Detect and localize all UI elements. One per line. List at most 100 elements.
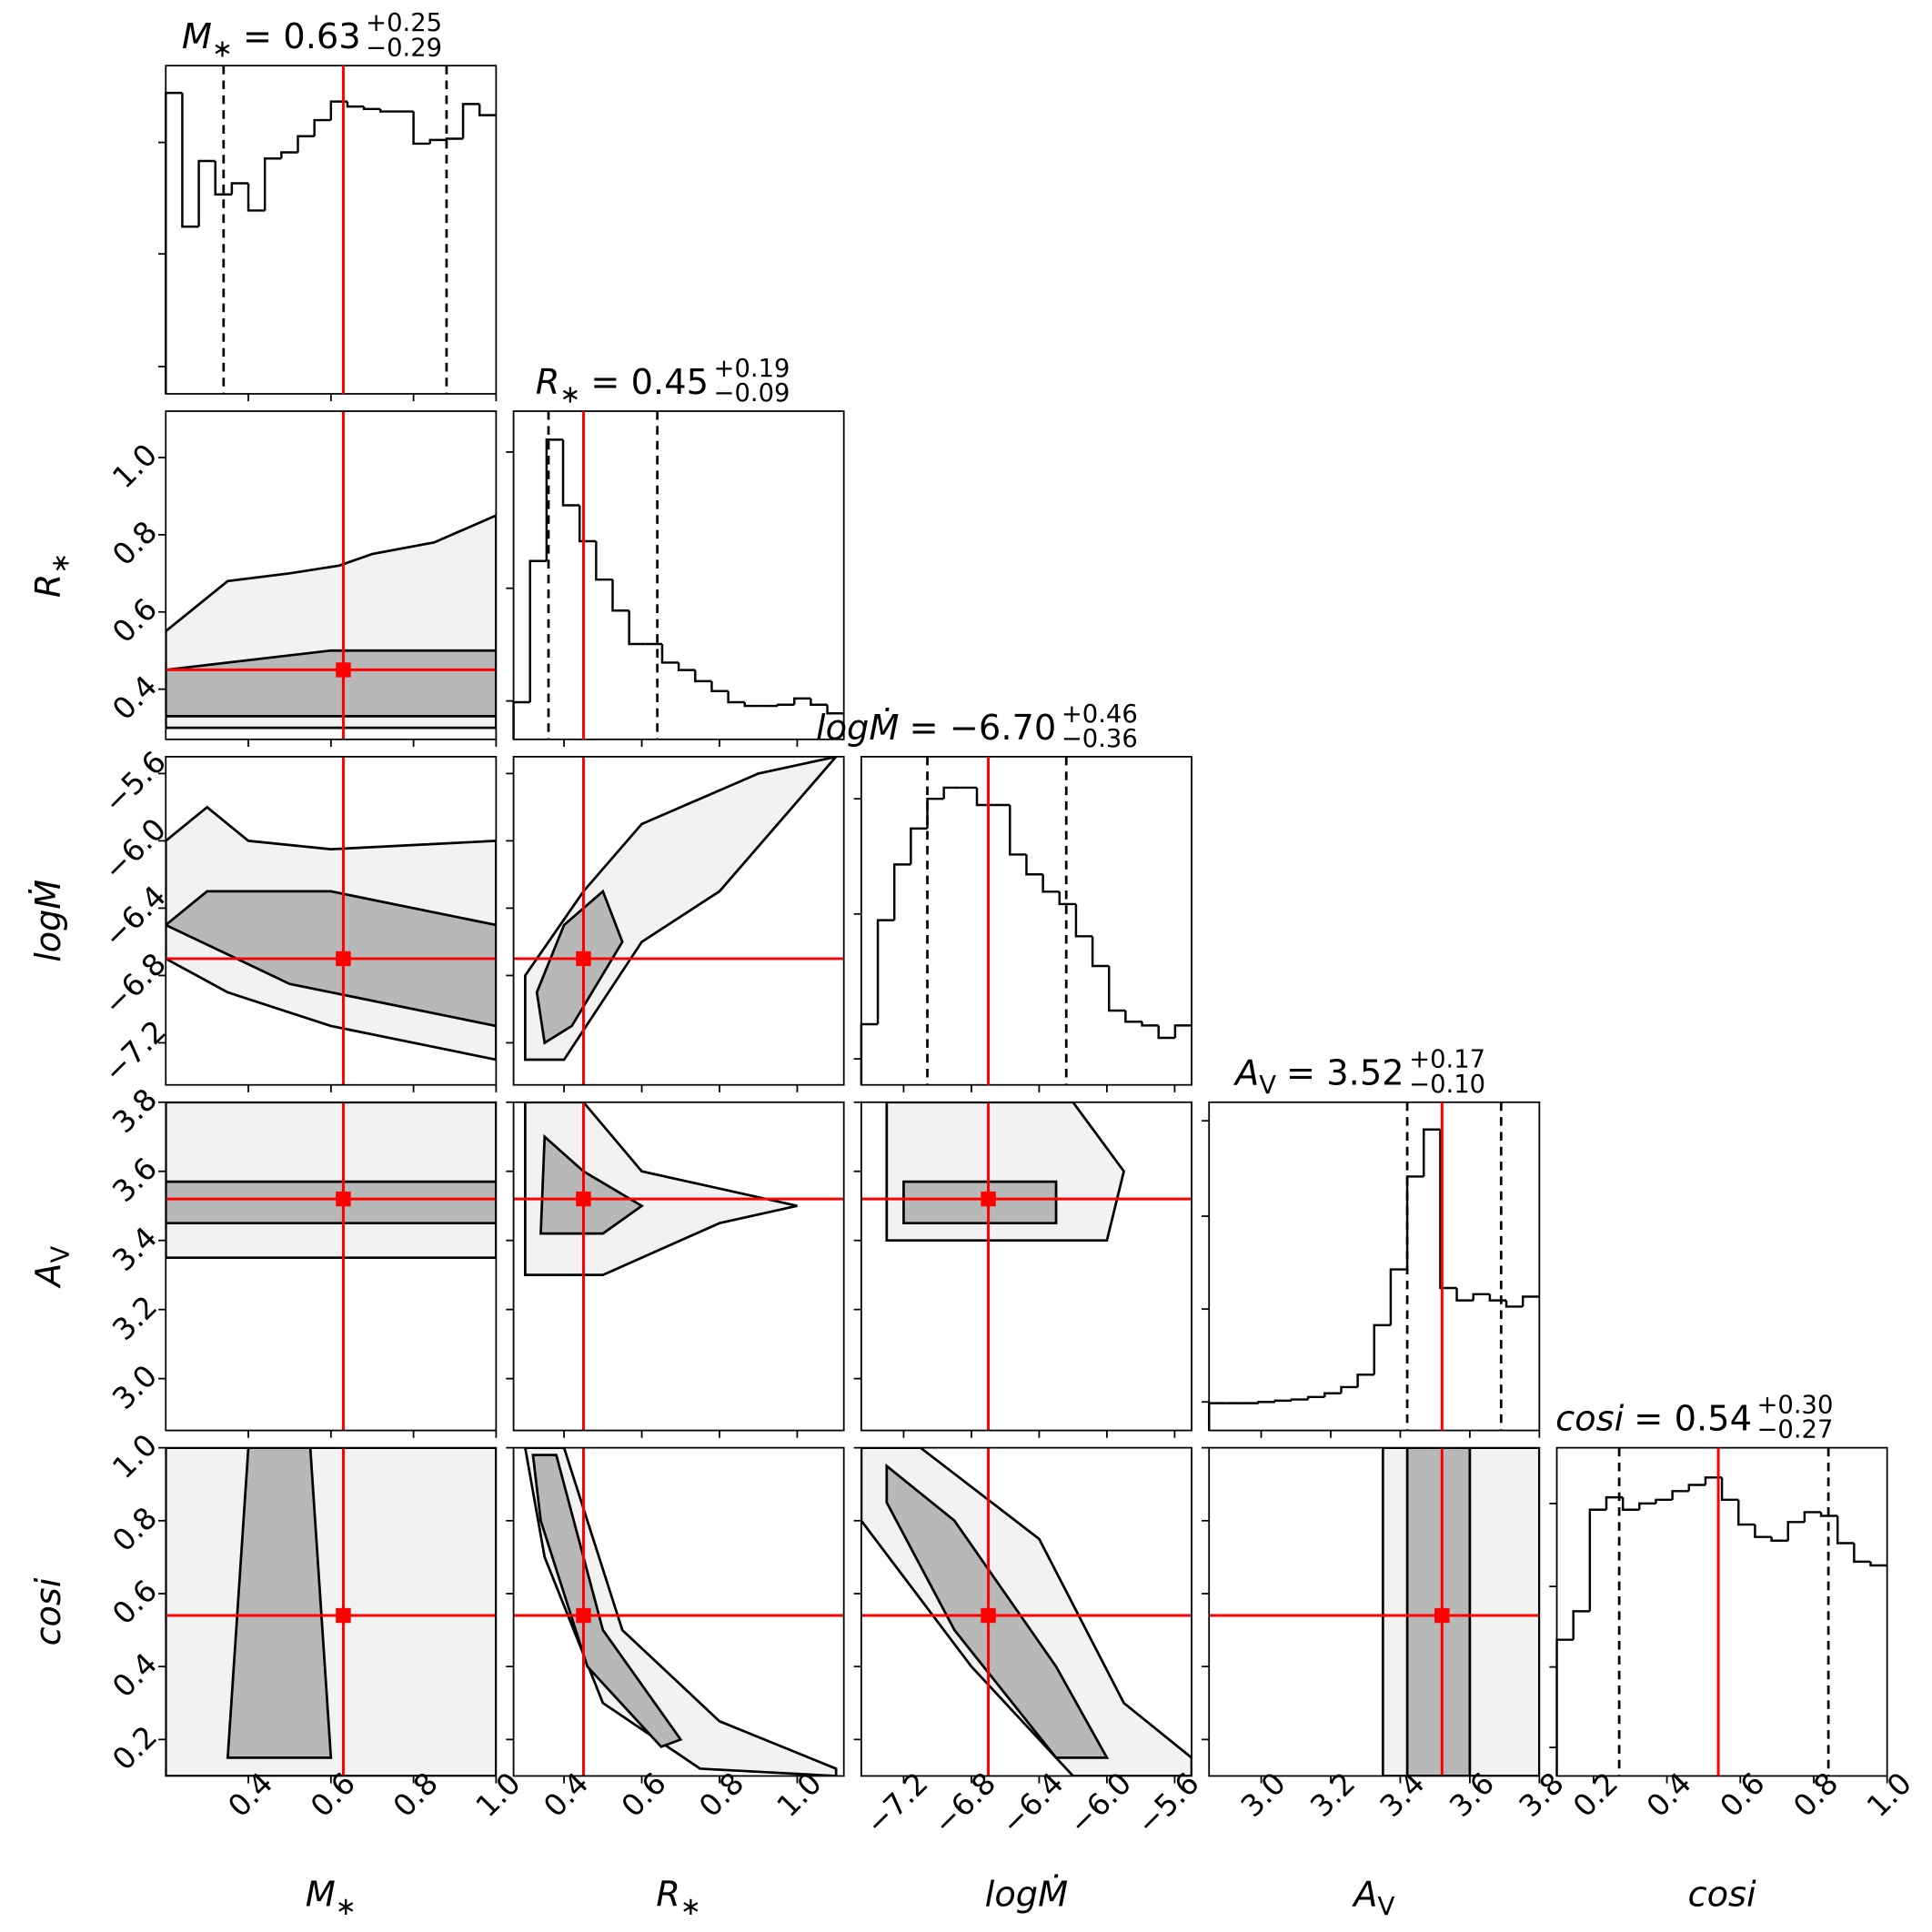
- y-axis-label: R∗: [29, 553, 75, 598]
- panel-frame: [860, 1446, 1192, 1777]
- hist-step: [512, 700, 530, 740]
- hist-step: [1803, 1511, 1822, 1523]
- hist-step: [1671, 1490, 1689, 1500]
- y-tick-label: −7.2: [97, 1014, 173, 1090]
- panel-content: [166, 411, 497, 740]
- contour: [885, 1463, 1110, 1759]
- hist-step: [1340, 1385, 1358, 1394]
- x-axis-label-sub: V: [1377, 1892, 1394, 1921]
- contour: [524, 756, 838, 1062]
- hist-step: [1605, 1495, 1624, 1510]
- hist-step: [230, 182, 249, 195]
- hist-step: [1273, 1399, 1292, 1403]
- hist-step: [1588, 1508, 1607, 1612]
- hist-step: [263, 157, 282, 211]
- hist-step: [1290, 1398, 1309, 1401]
- x-tick-label: 0.2: [1566, 1766, 1625, 1824]
- x-tick-label: 0.8: [1786, 1766, 1845, 1824]
- panel-frame: [1208, 1446, 1541, 1777]
- y-tick-label: 0.8: [106, 1501, 164, 1559]
- y-axis-label-text: R: [29, 574, 69, 598]
- y-tick-label: −6.0: [97, 812, 173, 888]
- title-symbol: A: [1233, 1054, 1259, 1094]
- y-tick-label: 3.8: [106, 1082, 164, 1141]
- hist-step: [561, 439, 580, 507]
- y-tick-label: 0.4: [106, 1646, 164, 1705]
- x-axis-label: AV: [1351, 1876, 1394, 1921]
- hist-step: [545, 438, 564, 561]
- hist-step: [710, 680, 729, 692]
- hist-step: [1555, 1638, 1574, 1776]
- title-minus: −0.10: [1409, 1071, 1485, 1099]
- hist-step: [1638, 1502, 1656, 1510]
- x-tick-label: −7.2: [859, 1766, 934, 1841]
- contour: [166, 649, 497, 718]
- hist-step: [528, 559, 547, 702]
- panel-title: M∗ = 0.63: [182, 17, 361, 63]
- panel-title: cosi = 0.54: [1555, 1400, 1752, 1440]
- hist-step: [1025, 854, 1043, 876]
- hist-step: [793, 697, 811, 705]
- hist-step: [1687, 1484, 1706, 1492]
- truth-point: [336, 1607, 351, 1624]
- contour: [166, 1102, 497, 1260]
- x-axis-label-sub: ∗: [336, 1892, 357, 1921]
- title-symbol: cosi: [1555, 1400, 1625, 1440]
- title-value: = 0.45: [590, 363, 709, 403]
- panel-content: [860, 1447, 1192, 1776]
- title-plus: +0.25: [366, 9, 442, 37]
- title-symbol: R: [536, 363, 560, 403]
- hist-step: [892, 863, 911, 921]
- y-tick-label: −6.8: [97, 947, 173, 1022]
- y-tick-label: 0.6: [106, 1574, 164, 1632]
- hist-step: [677, 662, 696, 671]
- hist-step: [1423, 1128, 1441, 1177]
- truth-point: [576, 1607, 591, 1624]
- hist-step: [743, 701, 761, 708]
- hist-step: [1041, 874, 1060, 893]
- contour: [535, 889, 624, 1045]
- contour: [226, 1447, 333, 1759]
- hist-step: [611, 579, 629, 612]
- x-tick-label: −6.4: [994, 1766, 1070, 1841]
- hist-step: [1058, 891, 1076, 906]
- title-value: = −6.70: [909, 709, 1056, 749]
- hist-step: [1655, 1498, 1673, 1504]
- hist-step: [1323, 1392, 1342, 1397]
- panel-title: R∗ = 0.45: [536, 363, 709, 408]
- title-value: = 0.54: [1634, 1400, 1752, 1440]
- x-axis-label-text: cosi: [1687, 1876, 1756, 1916]
- panel-frame: [512, 1101, 845, 1432]
- hist-step: [247, 183, 266, 212]
- hist-step: [1157, 1025, 1175, 1040]
- title-symbol-sub: ∗: [559, 381, 580, 409]
- title-minus: −0.29: [366, 34, 442, 62]
- contour: [523, 1447, 838, 1776]
- y-axis-label: cosi: [29, 1577, 69, 1645]
- hist-step: [1819, 1512, 1838, 1517]
- x-axis-label-text: A: [1351, 1876, 1377, 1916]
- hist-step: [1389, 1268, 1408, 1325]
- hist-step: [329, 100, 347, 121]
- hist-step: [478, 104, 497, 116]
- y-tick-label: 1.0: [106, 438, 164, 496]
- x-tick-label: 3.0: [1234, 1766, 1293, 1824]
- y-tick-label: 0.2: [106, 1719, 164, 1777]
- truth-point: [981, 1191, 996, 1207]
- hist-step: [1737, 1499, 1756, 1526]
- hist-step: [1405, 1175, 1424, 1270]
- hist-step: [860, 1022, 879, 1085]
- hist-step: [1621, 1497, 1640, 1511]
- hist-step: [1074, 903, 1093, 938]
- x-axis-label-text: M: [306, 1876, 336, 1916]
- hist-step: [280, 151, 298, 159]
- hist-step: [595, 540, 613, 581]
- x-tick-label: 0.4: [538, 1766, 596, 1824]
- y-tick-label: −6.4: [97, 880, 173, 955]
- hist-step: [1439, 1129, 1457, 1290]
- hist-step: [1488, 1293, 1507, 1302]
- panel-content: [166, 1102, 497, 1431]
- y-tick-label: 3.2: [106, 1289, 164, 1347]
